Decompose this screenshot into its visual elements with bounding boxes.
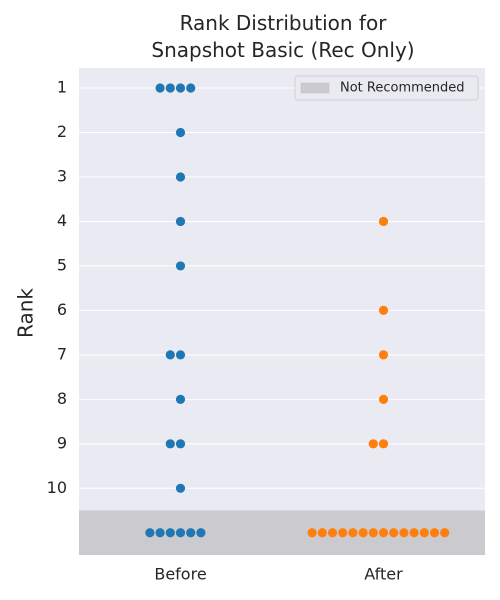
point	[409, 528, 419, 538]
y-tick-label: 2	[57, 122, 67, 141]
point	[165, 439, 175, 449]
y-tick-label: 4	[57, 211, 67, 230]
point	[358, 528, 368, 538]
y-tick-label: 9	[57, 433, 67, 452]
y-tick-label: 7	[57, 344, 67, 363]
legend-swatch	[300, 82, 330, 94]
point	[175, 216, 186, 227]
y-axis-label: Rank	[14, 288, 38, 338]
point	[389, 528, 399, 538]
point	[155, 528, 165, 538]
x-tick-label: After	[364, 565, 403, 584]
point	[175, 350, 186, 360]
point	[348, 528, 358, 538]
point	[145, 528, 155, 538]
point	[175, 483, 186, 493]
y-tick-label: 3	[57, 166, 67, 185]
point	[440, 528, 450, 538]
point	[378, 439, 389, 449]
point	[155, 83, 165, 93]
point	[419, 528, 429, 538]
point	[196, 528, 206, 538]
point	[378, 394, 389, 404]
point	[165, 83, 175, 93]
point	[165, 350, 175, 360]
point	[378, 528, 389, 538]
y-tick-label: 1	[57, 78, 67, 97]
point	[175, 528, 186, 538]
y-tick-label: 6	[57, 300, 67, 319]
y-tick-label: 5	[57, 255, 67, 274]
point	[368, 439, 378, 449]
point	[378, 216, 389, 227]
point	[165, 528, 175, 538]
point	[175, 261, 186, 271]
point	[378, 305, 389, 315]
point	[317, 528, 327, 538]
point	[175, 394, 186, 404]
point	[175, 83, 186, 93]
y-tick-label: 10	[47, 478, 67, 497]
point	[175, 127, 186, 138]
legend-label: Not Recommended	[340, 81, 465, 96]
point	[186, 83, 196, 93]
chart-title: Rank Distribution for Snapshot Basic (Re…	[151, 11, 415, 62]
point	[399, 528, 409, 538]
point	[429, 528, 440, 538]
point	[175, 172, 186, 182]
plot-area	[79, 68, 485, 555]
point	[338, 528, 348, 538]
point	[186, 528, 196, 538]
y-tick-label: 8	[57, 389, 67, 408]
x-tick-label: Before	[154, 565, 206, 584]
point	[368, 528, 378, 538]
legend-box	[294, 75, 479, 101]
point	[307, 528, 317, 538]
point	[327, 528, 338, 538]
point	[378, 350, 389, 360]
point	[175, 439, 186, 449]
